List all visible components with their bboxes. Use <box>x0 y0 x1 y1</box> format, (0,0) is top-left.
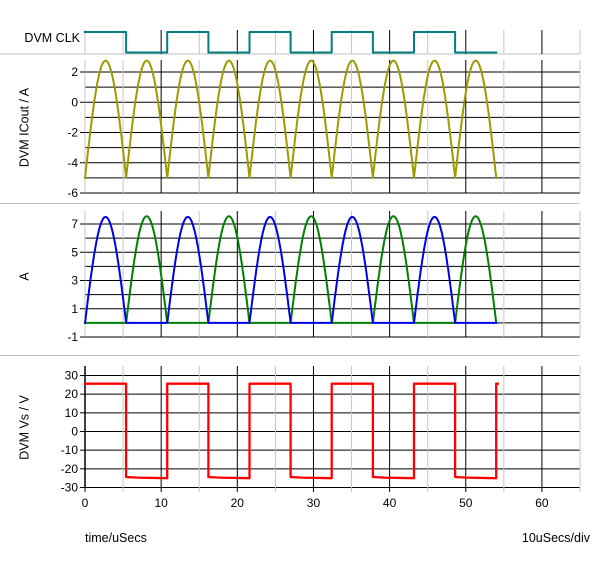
y-tick-label: -6 <box>67 186 78 200</box>
y-tick-label: -4 <box>67 156 78 170</box>
y-tick-label: 5 <box>71 245 78 259</box>
trace-current_b[interactable] <box>84 215 498 325</box>
clock-trace-label: DVM CLK <box>24 31 80 45</box>
y-tick-label: -10 <box>61 443 79 457</box>
y-tick-label: 2 <box>71 65 78 79</box>
y-tick-label: 1 <box>71 302 78 316</box>
y-tick-label: 30 <box>65 368 79 382</box>
x-tick-label: 40 <box>383 496 397 510</box>
trace-current_a[interactable] <box>83 215 498 325</box>
y-tick-label: 10 <box>65 406 79 420</box>
y-tick-label: -1 <box>67 330 78 344</box>
y-tick-label: -2 <box>67 126 78 140</box>
x-tick-label: 50 <box>459 496 473 510</box>
x-axis-title: time/uSecs <box>85 531 147 545</box>
trace-dvm-icout[interactable] <box>83 59 498 180</box>
y-tick-label: 20 <box>65 387 79 401</box>
x-tick-label: 60 <box>535 496 549 510</box>
y-tick-label: -20 <box>61 462 79 476</box>
trace-dvm-vs[interactable] <box>83 382 499 480</box>
x-tick-label: 20 <box>231 496 245 510</box>
x-tick-label: 10 <box>154 496 168 510</box>
trace-dvm-clk[interactable] <box>84 31 498 54</box>
y-tick-label: 3 <box>71 274 78 288</box>
y-tick-label: 0 <box>71 425 78 439</box>
y-tick-label: -30 <box>61 481 79 495</box>
y-tick-label: 0 <box>71 95 78 109</box>
x-tick-label: 30 <box>307 496 321 510</box>
x-tick-label: 0 <box>82 496 89 510</box>
y-tick-label: 7 <box>71 217 78 231</box>
x-scale-per-div: 10uSecs/div <box>521 531 590 545</box>
